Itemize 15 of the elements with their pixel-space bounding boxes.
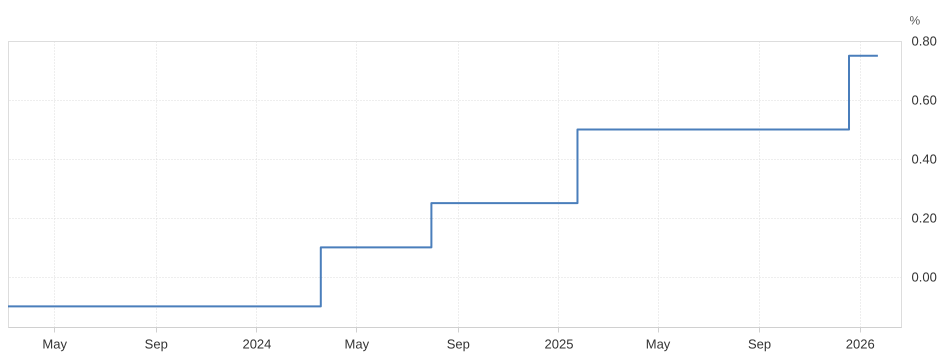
y-axis-title: % [910,14,920,28]
x-tick-label: 2024 [242,336,272,352]
x-tick-label: May [42,336,68,352]
x-tick-label: Sep [446,336,470,352]
y-tick-label: 0.40 [912,151,937,166]
x-tick-label: May [646,336,671,352]
y-tick-label: 0.60 [912,92,937,108]
x-tick-label: 2026 [846,336,875,352]
x-tick-label: Sep [748,336,772,352]
y-tick-label: 0.00 [912,269,937,284]
x-tick-label: Sep [144,336,168,352]
y-tick-label: 0.20 [912,210,937,226]
x-tick-label: May [344,336,370,352]
y-tick-label: 0.80 [912,34,937,48]
x-tick-label: 2025 [544,336,574,352]
